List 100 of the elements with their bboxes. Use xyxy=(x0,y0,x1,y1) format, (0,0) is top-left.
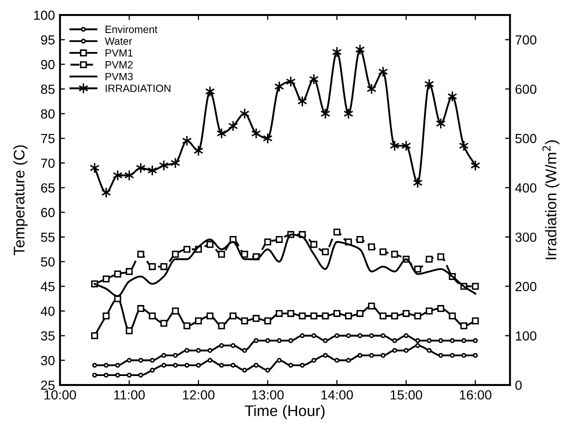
point xyxy=(300,333,305,338)
x-tick-label: 13:00 xyxy=(252,390,284,400)
point xyxy=(160,320,168,327)
point xyxy=(126,372,132,378)
point xyxy=(172,362,178,368)
point xyxy=(334,333,340,338)
point xyxy=(333,310,340,317)
point xyxy=(414,266,422,273)
point xyxy=(311,358,316,363)
point xyxy=(91,332,98,340)
point xyxy=(470,160,480,172)
point xyxy=(288,362,294,368)
point xyxy=(448,312,456,320)
point xyxy=(170,157,180,169)
x-tick-label: 16:00 xyxy=(460,390,492,400)
y2-tick-label: 100 xyxy=(516,331,536,341)
point xyxy=(126,268,133,276)
point xyxy=(219,362,224,368)
y2-tick-label: 0 xyxy=(515,380,522,390)
point xyxy=(358,333,362,338)
y-tick-label: 90 xyxy=(41,60,55,70)
point xyxy=(438,352,444,358)
point xyxy=(287,310,294,317)
point xyxy=(138,372,144,378)
point xyxy=(208,348,212,353)
point xyxy=(311,333,316,338)
point xyxy=(184,348,190,353)
point xyxy=(150,368,155,373)
legend-label: Enviroment xyxy=(106,25,158,34)
point xyxy=(92,372,98,378)
point xyxy=(450,352,455,358)
y-axis-title: Temperature (C) xyxy=(13,145,28,256)
point xyxy=(472,282,479,290)
point xyxy=(322,312,329,320)
point xyxy=(150,358,155,363)
point xyxy=(300,362,305,368)
point xyxy=(264,317,272,324)
point xyxy=(450,338,455,344)
point xyxy=(346,333,351,338)
point xyxy=(218,250,226,258)
point xyxy=(380,352,386,358)
point xyxy=(334,358,340,363)
point xyxy=(218,322,226,330)
point xyxy=(148,263,156,270)
point xyxy=(206,312,214,320)
point xyxy=(472,317,479,324)
x-tick-label: 12:00 xyxy=(182,390,214,400)
point xyxy=(208,358,212,363)
x-tick-label: 15:00 xyxy=(390,390,422,400)
point xyxy=(276,338,282,344)
point xyxy=(102,312,110,320)
point xyxy=(230,312,237,320)
point xyxy=(380,312,387,320)
point xyxy=(172,308,179,314)
point xyxy=(219,343,224,348)
point xyxy=(310,240,318,248)
point xyxy=(252,314,260,322)
point xyxy=(344,312,352,320)
point xyxy=(160,263,168,270)
legend-label: IRRADIATION xyxy=(106,84,170,92)
point xyxy=(426,348,432,353)
point xyxy=(286,76,296,88)
point xyxy=(241,317,248,324)
point xyxy=(242,368,248,373)
point xyxy=(254,338,259,344)
point xyxy=(447,90,458,102)
point xyxy=(104,362,109,368)
point xyxy=(392,348,398,353)
y2-tick-label: 500 xyxy=(515,134,536,144)
y-tick-label: 60 xyxy=(41,208,55,218)
point xyxy=(147,164,158,176)
point xyxy=(196,362,201,368)
point xyxy=(228,120,238,132)
point xyxy=(402,310,410,317)
point xyxy=(358,352,362,358)
x-tick-label: 14:00 xyxy=(321,390,353,400)
y-tick-label: 45 xyxy=(40,282,55,292)
point xyxy=(172,250,179,258)
point xyxy=(346,358,351,363)
y-tick-label: 30 xyxy=(40,356,55,366)
point xyxy=(92,362,98,368)
point xyxy=(183,322,190,330)
y-tick-label: 70 xyxy=(41,158,55,168)
y-tick-label: 95 xyxy=(41,35,55,45)
point xyxy=(115,372,120,378)
y-tick-label: 75 xyxy=(41,134,55,144)
point xyxy=(276,236,283,243)
point xyxy=(332,46,342,58)
point xyxy=(136,162,146,174)
point xyxy=(472,352,478,358)
point xyxy=(206,240,214,248)
point xyxy=(426,308,433,314)
point xyxy=(356,236,364,243)
legend-label: PVM2 xyxy=(106,61,133,68)
y2-tick-label: 600 xyxy=(516,84,536,94)
point xyxy=(161,362,166,368)
point xyxy=(126,358,132,363)
point xyxy=(322,338,328,344)
point xyxy=(254,362,259,368)
point xyxy=(138,358,144,363)
